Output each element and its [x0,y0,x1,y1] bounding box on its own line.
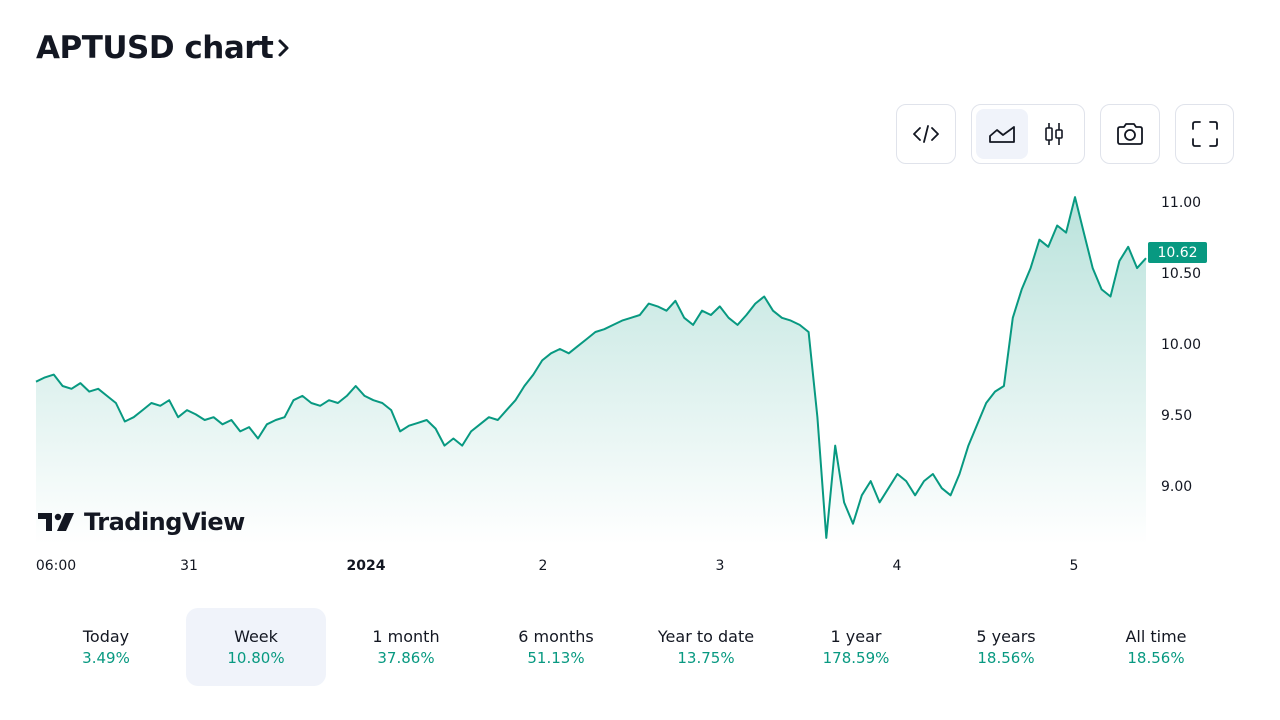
title-text: APTUSD chart [36,30,274,66]
period-change: 18.56% [1127,649,1185,667]
page-title[interactable]: APTUSD chart [36,30,291,66]
tradingview-icon [38,513,74,531]
price-tick-label: 10.00 [1161,337,1202,354]
snapshot-button[interactable] [1100,104,1160,164]
period-change: 51.13% [527,649,585,667]
period-label: 6 months [518,627,594,646]
candlestick-button[interactable] [1028,109,1080,159]
price-tick-label: 10.50 [1161,266,1202,283]
candlestick-icon [1045,123,1063,145]
fullscreen-button[interactable] [1175,104,1234,164]
period-tab[interactable]: Week 10.80% [186,608,326,686]
price-line [35,196,1147,539]
period-tab[interactable]: 6 months 51.13% [486,608,626,686]
embed-button[interactable] [896,104,956,164]
period-tab[interactable]: Year to date 13.75% [636,608,776,686]
period-change: 37.86% [377,649,435,667]
period-label: Today [82,627,130,646]
price-chart[interactable] [0,0,1280,600]
last-price-label: 10.62 [1148,242,1207,263]
period-label: Week [234,627,278,646]
time-tick-label: 5 [1069,558,1079,574]
time-tick-label: 31 [180,558,198,574]
period-label: All time [1125,627,1187,646]
time-tick-label: 2024 [346,558,386,574]
tradingview-logo[interactable]: TradingView [38,508,245,536]
brand-name: TradingView [84,508,245,536]
area-chart-icon [989,126,1015,143]
code-icon [913,125,939,143]
period-tab[interactable]: 1 month 37.86% [336,608,476,686]
time-tick-label: 3 [715,558,725,574]
period-change: 178.59% [822,649,890,667]
period-tab[interactable]: Today 3.49% [36,608,176,686]
price-tick-label: 9.50 [1161,408,1193,425]
period-label: 1 year [830,627,882,646]
period-selector: Today 3.49% Week 10.80% 1 month 37.86% 6 month… [36,608,1246,686]
period-change: 13.75% [677,649,735,667]
area-chart-button[interactable] [976,109,1028,159]
time-tick-label: 4 [892,558,902,574]
fullscreen-icon [1191,121,1218,147]
price-area-fill [36,197,1146,545]
period-change: 10.80% [227,649,285,667]
period-tab[interactable]: 5 years 18.56% [936,608,1076,686]
price-tick-label: 11.00 [1161,195,1202,212]
period-tab[interactable]: All time 18.56% [1086,608,1226,686]
period-label: Year to date [657,627,755,646]
time-tick-label: 2 [538,558,548,574]
period-change: 3.49% [82,649,130,667]
chevron-right-icon [278,39,289,57]
period-tab[interactable]: 1 year 178.59% [786,608,926,686]
chart-type-switcher [971,104,1085,164]
period-label: 1 month [372,627,440,646]
period-label: 5 years [976,627,1036,646]
time-tick-label: 06:00 [35,558,77,574]
price-tick-label: 9.00 [1161,479,1193,496]
camera-icon [1117,123,1143,145]
period-change: 18.56% [977,649,1035,667]
